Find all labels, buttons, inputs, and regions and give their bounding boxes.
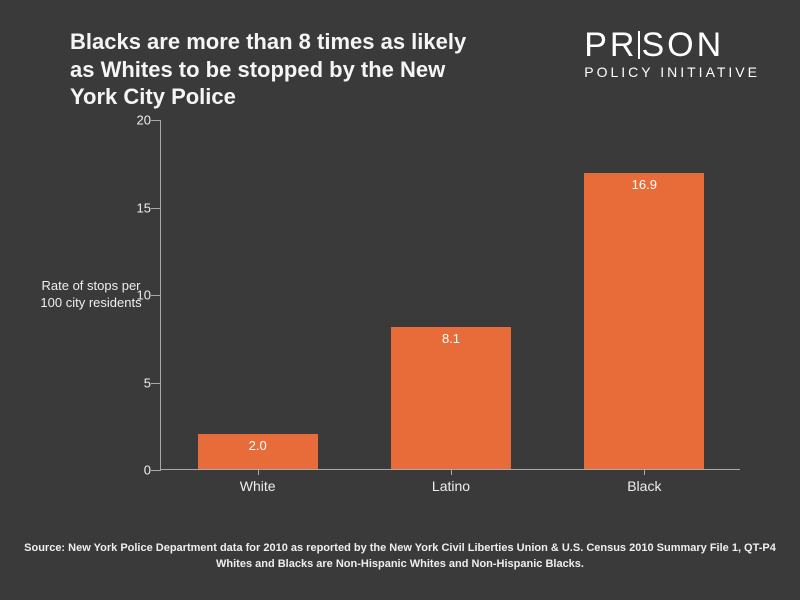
y-tick-label: 5 (121, 375, 151, 390)
plot: 051015202.0White8.1Latino16.9Black (160, 120, 740, 470)
bar-value-label: 16.9 (584, 177, 704, 192)
bar-value-label: 8.1 (391, 331, 511, 346)
x-tick-label: White (208, 478, 308, 494)
y-tick-label: 0 (121, 463, 151, 478)
logo-sub: POLICY INITIATIVE (584, 64, 760, 80)
y-tick-label: 15 (121, 200, 151, 215)
logo-main: PRSON (584, 28, 760, 62)
logo-text-right: SON (641, 26, 724, 64)
y-tick-label: 20 (121, 113, 151, 128)
bar: 8.1 (391, 327, 511, 469)
x-tick (451, 469, 452, 475)
source-line-2: Whites and Blacks are Non-Hispanic White… (0, 557, 800, 572)
source-note: Source: New York Police Department data … (0, 541, 800, 572)
chart-title: Blacks are more than 8 times as likely a… (70, 28, 470, 111)
y-tick (151, 383, 161, 384)
y-tick (151, 295, 161, 296)
x-tick-label: Latino (401, 478, 501, 494)
chart-area: 051015202.0White8.1Latino16.9Black (160, 120, 740, 500)
y-tick (151, 120, 161, 121)
y-tick-label: 10 (121, 288, 151, 303)
x-tick (644, 469, 645, 475)
bar: 2.0 (198, 434, 318, 469)
logo-text-left: PR (584, 26, 637, 64)
x-tick (258, 469, 259, 475)
bar-value-label: 2.0 (198, 438, 318, 453)
logo: PRSON POLICY INITIATIVE (584, 28, 760, 80)
bar: 16.9 (584, 173, 704, 469)
source-line-1: Source: New York Police Department data … (0, 541, 800, 556)
x-tick-label: Black (594, 478, 694, 494)
y-tick (151, 208, 161, 209)
y-tick (151, 470, 161, 471)
